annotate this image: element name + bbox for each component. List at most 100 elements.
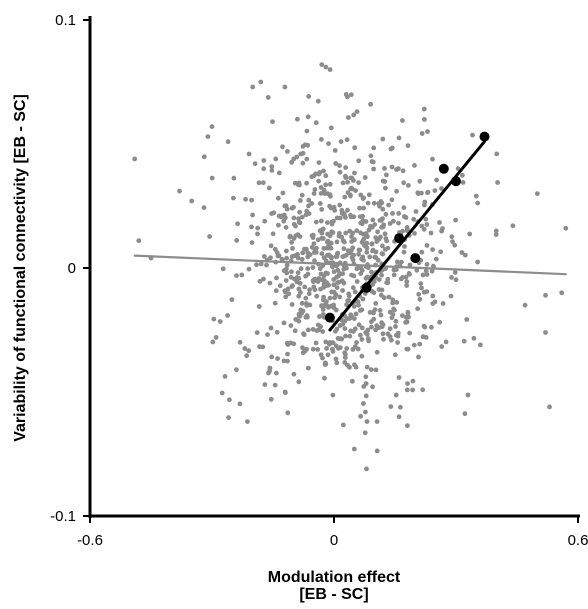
scatter-point [321,281,327,287]
scatter-point [437,319,442,325]
scatter-point [345,94,350,100]
scatter-point [220,266,226,272]
scatter-point [254,262,259,268]
scatter-point [438,249,444,255]
scatter-point [389,315,395,321]
scatter-point [374,349,380,355]
scatter-point [239,272,245,278]
scatter-point [400,118,405,123]
scatter-point [382,166,387,171]
scatter-point [346,293,352,299]
scatter-point [348,312,354,318]
scatter-point [300,350,306,356]
scatter-point [421,106,427,112]
scatter-point [337,323,343,328]
scatter-point [453,277,459,283]
scatter-point [355,299,361,305]
axes [83,16,580,523]
scatter-point [363,409,368,415]
scatter-point [327,295,333,301]
scatter-point [389,197,395,203]
scatter-point [314,245,319,251]
scatter-point [305,266,311,271]
scatter-point [250,84,256,90]
scatter-point [371,279,377,284]
scatter-point [365,200,371,206]
scatter-point [295,252,300,257]
scatter-point [319,137,324,142]
scatter-point [354,340,359,345]
scatter-point [313,171,319,177]
scatter-point [349,272,354,278]
scatter-point [256,304,262,309]
scatter-point [289,269,294,275]
scatter-point [323,64,329,70]
scatter-point [235,221,241,227]
scatter-point [309,174,315,180]
scatter-point [559,290,565,296]
scatter-point [333,307,339,313]
scatter-point [379,324,385,330]
scatter-point [284,340,290,346]
scatter-point [365,336,371,342]
scatter-point [363,393,369,399]
scatter-point [317,266,323,272]
scatter-point [260,180,266,186]
scatter-point [475,200,481,206]
scatter-point [439,344,445,349]
scatter-point [383,211,389,217]
scatter-point [352,362,357,368]
scatter-point [439,228,444,234]
scatter-point [401,205,407,211]
scatter-point [323,173,329,179]
scatter-point [405,423,410,429]
scatter-point [310,327,316,332]
scatter-point [331,277,337,282]
scatter-point [396,375,402,380]
scatter-point [402,244,407,249]
scatter-point [425,129,430,135]
scatter-point [319,251,325,256]
scatter-point [328,125,334,131]
scatter-point [405,143,411,149]
scatter-point [305,271,311,277]
scatter-point [296,286,302,292]
scatter-point [380,251,386,257]
scatter-point [299,214,305,220]
scatter-point [289,302,295,307]
scatter-point [201,154,207,160]
scatter-point [417,178,423,184]
scatter-point [334,360,340,366]
y-tick-label: 0.1 [55,12,76,29]
scatter-point [382,231,388,237]
scatter-point [452,270,458,275]
scatter-point [284,255,289,261]
scatter-point [136,238,142,244]
scatter-point [360,296,366,302]
scatter-point [350,285,356,291]
scatter-point [410,387,415,393]
x-tick-label: 0.6 [568,532,588,549]
scatter-point [449,234,455,240]
scatter-point [366,192,372,198]
scatter-point [351,304,357,309]
scatter-point [351,446,357,452]
scatter-point [399,259,404,265]
scatter-point [283,390,288,396]
scatter-point [396,414,402,420]
scatter-point [475,259,480,265]
scatter-point [361,401,366,406]
scatter-point [373,327,378,333]
axis-labels: -0.6 0 0.6 -0.1 0 0.1 Modulation effect[EB - S… [12,12,588,603]
scatter-point [297,220,303,226]
scatter-point [217,319,223,324]
scatter-point [398,276,404,282]
scatter-point [390,211,395,216]
scatter-point [452,242,458,248]
scatter-point [415,306,420,312]
scatter-point [392,352,398,358]
scatter-point [294,154,300,160]
scatter-point [359,353,365,359]
scatter-point [268,396,274,402]
scatter-point [327,181,333,187]
